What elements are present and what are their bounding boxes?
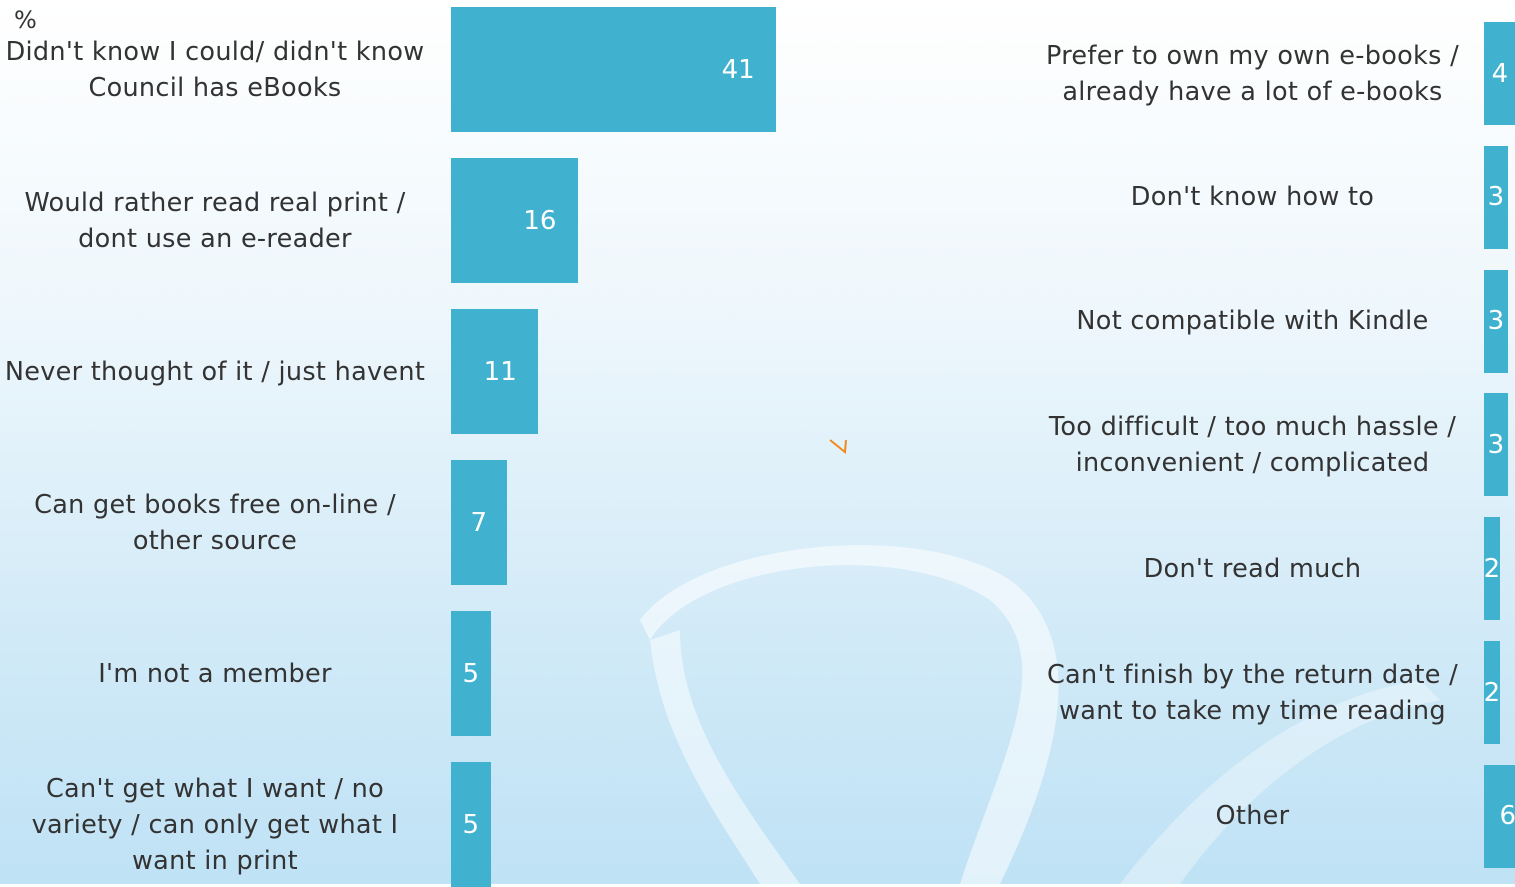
value-label: 41	[721, 54, 755, 85]
bar	[451, 309, 539, 434]
category-label: Don't know how to	[1130, 182, 1375, 213]
bar	[451, 762, 491, 887]
value-label: 2	[1483, 553, 1501, 584]
category-label: Didn't know I could/ didn't know Council…	[5, 36, 425, 103]
category-label: Don't read much	[1143, 553, 1362, 584]
value-label: 3	[1487, 429, 1505, 460]
category-label: Not compatible with Kindle	[1076, 306, 1429, 337]
category-label: Other	[1215, 801, 1290, 832]
bar	[451, 611, 491, 736]
category-label: Too difficult / too much hassle / inconv…	[1048, 411, 1457, 478]
value-label: 4	[1491, 58, 1509, 89]
bar	[1484, 764, 1515, 868]
category-label: Would rather read real print / dont use …	[24, 187, 406, 254]
value-label: 3	[1487, 182, 1505, 213]
value-label: 2	[1483, 677, 1501, 708]
category-label: Never thought of it / just havent	[4, 356, 426, 387]
value-label: 6	[1499, 801, 1515, 832]
bar	[1484, 393, 1508, 497]
category-label: Can get books free on-line / other sourc…	[34, 489, 396, 556]
bar	[1484, 517, 1500, 621]
value-label: 5	[462, 809, 480, 840]
bar	[451, 460, 507, 585]
value-label: 11	[483, 356, 517, 387]
category-label: Can't finish by the return date / want t…	[1046, 659, 1459, 726]
value-label: 5	[462, 658, 480, 689]
bar	[1484, 145, 1508, 249]
category-label: I'm not a member	[98, 658, 332, 689]
value-label: 16	[523, 205, 557, 236]
bar	[1484, 269, 1508, 373]
bar	[451, 158, 578, 283]
category-label: Can't get what I want / no variety / can…	[31, 773, 399, 876]
bar	[1484, 641, 1500, 744]
bar	[1484, 22, 1515, 125]
bar	[451, 7, 777, 132]
value-label: 3	[1487, 306, 1505, 337]
category-label: Prefer to own my own e-books / already h…	[1045, 40, 1459, 107]
unit-label: %	[14, 6, 37, 34]
value-label: 7	[470, 507, 488, 538]
